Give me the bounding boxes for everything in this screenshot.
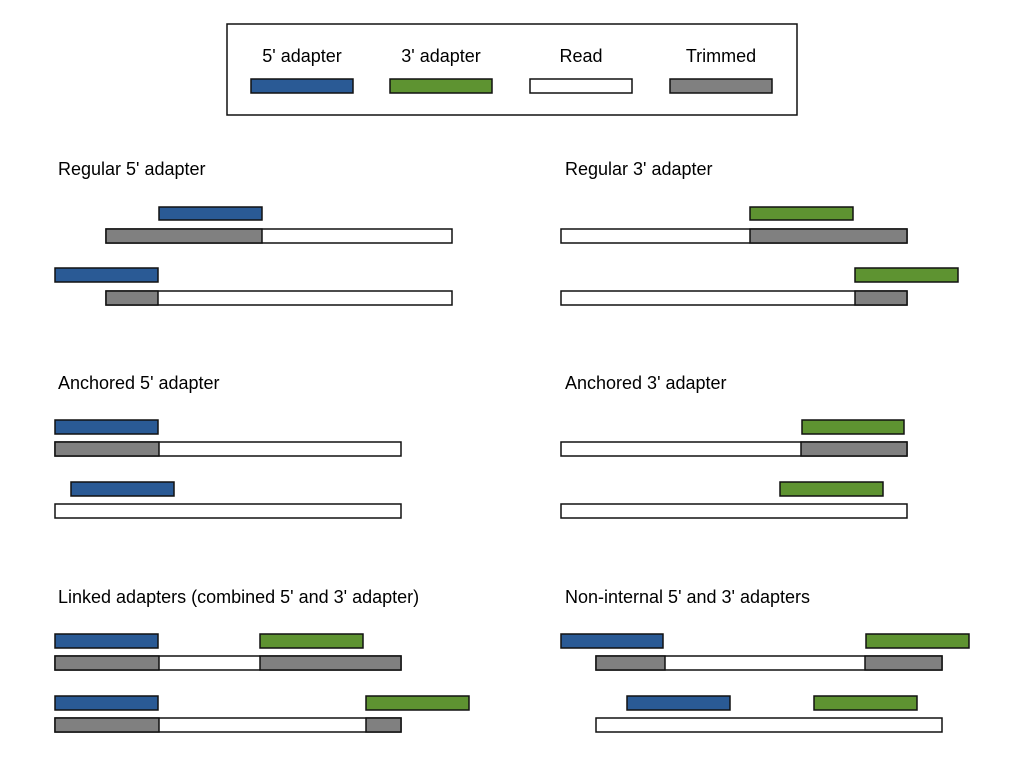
adapter-5-bar [54, 419, 159, 435]
adapter-3-bar [813, 695, 918, 711]
trimmed-bar [854, 290, 908, 306]
trimmed-bar [749, 228, 908, 244]
panel-title-anchored-3-adapter: Anchored 3' adapter [565, 373, 727, 393]
panel-anchored-3-adapter: Anchored 3' adapter [560, 373, 908, 519]
panel-title-regular-3-adapter: Regular 3' adapter [565, 159, 713, 179]
adapter-5-bar [626, 695, 731, 711]
read-bar [54, 503, 402, 519]
panel-linked-adapters: Linked adapters (combined 5' and 3' adap… [54, 587, 470, 733]
adapter-5-bar [70, 481, 175, 497]
read-bar [595, 717, 943, 733]
trimmed-bar [54, 441, 160, 457]
adapter-5-bar [54, 695, 159, 711]
legend-label-read: Read [559, 46, 602, 66]
adapter-5-bar [54, 267, 159, 283]
adapter-3-bar [801, 419, 905, 435]
panel-regular-5-adapter: Regular 5' adapter [54, 159, 453, 306]
trimmed-bar [365, 717, 402, 733]
adapter-3-bar [365, 695, 470, 711]
trimmed-bar [54, 717, 160, 733]
trimmed-bar [54, 655, 160, 671]
legend-label-5-adapter: 5' adapter [262, 46, 342, 66]
panel-non-internal-adapters: Non-internal 5' and 3' adapters [560, 587, 970, 733]
legend-swatch-read [529, 78, 633, 94]
panel-title-anchored-5-adapter: Anchored 5' adapter [58, 373, 220, 393]
legend-label-3-adapter: 3' adapter [401, 46, 481, 66]
legend-frame [226, 23, 798, 116]
adapter-3-bar [259, 633, 364, 649]
trimmed-bar [105, 228, 263, 244]
adapter-5-bar [54, 633, 159, 649]
adapter-3-bar [865, 633, 970, 649]
adapter-5-bar [158, 206, 263, 221]
legend-swatch-3-adapter [389, 78, 493, 94]
trimmed-bar [800, 441, 908, 457]
adapter-3-bar [854, 267, 959, 283]
trimmed-bar [105, 290, 159, 306]
legend: 5' adapter 3' adapter Read Trimmed [226, 23, 798, 116]
panel-regular-3-adapter: Regular 3' adapter [560, 159, 959, 306]
adapter-3-bar [749, 206, 854, 221]
panel-title-regular-5-adapter: Regular 5' adapter [58, 159, 206, 179]
panel-anchored-5-adapter: Anchored 5' adapter [54, 373, 402, 519]
read-bar [560, 503, 908, 519]
legend-swatch-trimmed [669, 78, 773, 94]
adapter-3-bar [779, 481, 884, 497]
legend-swatch-5-adapter [250, 78, 354, 94]
legend-label-trimmed: Trimmed [686, 46, 756, 66]
panel-title-linked-adapters: Linked adapters (combined 5' and 3' adap… [58, 587, 419, 607]
adapter-5-bar [560, 633, 664, 649]
trimmed-bar [864, 655, 943, 671]
trimmed-bar [259, 655, 402, 671]
panel-title-non-internal-adapters: Non-internal 5' and 3' adapters [565, 587, 810, 607]
trimmed-bar [595, 655, 666, 671]
